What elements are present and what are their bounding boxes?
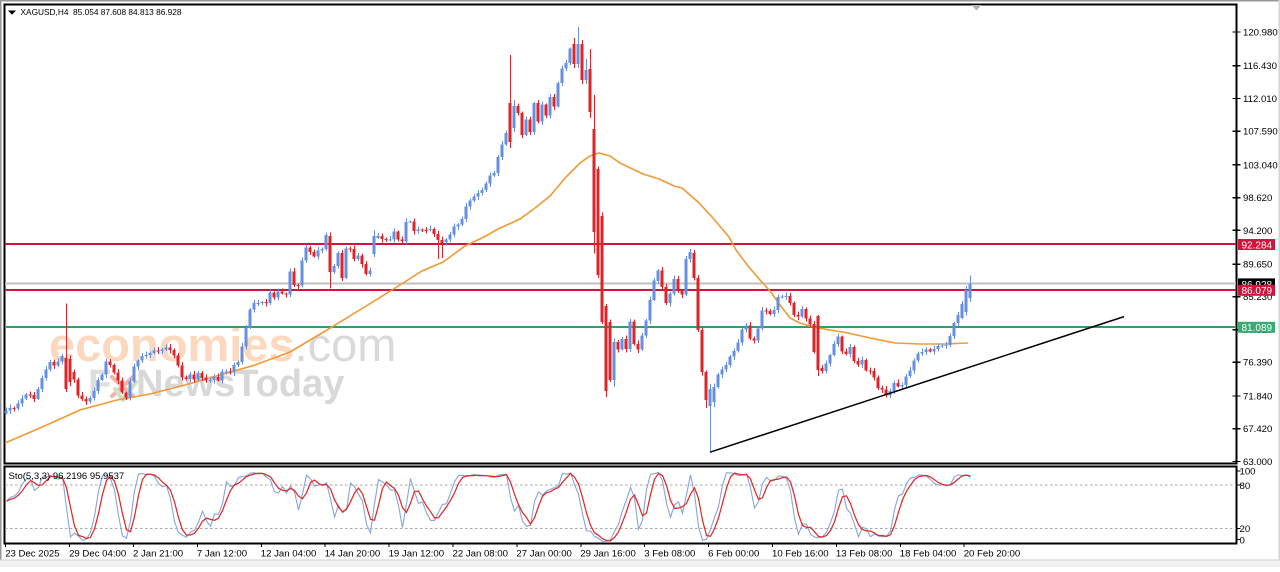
- svg-text:76.390: 76.390: [1243, 358, 1272, 369]
- svg-text:92.284: 92.284: [1242, 240, 1273, 251]
- svg-text:71.840: 71.840: [1243, 391, 1272, 402]
- svg-text:27 Jan 00:00: 27 Jan 00:00: [516, 549, 571, 560]
- svg-text:12 Jan 04:00: 12 Jan 04:00: [261, 549, 316, 560]
- svg-text:Sto(5,3,3) 96.2196 95.9537: Sto(5,3,3) 96.2196 95.9537: [9, 471, 125, 482]
- svg-text:20 Feb 20:00: 20 Feb 20:00: [964, 549, 1021, 560]
- svg-text:29 Dec 04:00: 29 Dec 04:00: [69, 549, 126, 560]
- svg-text:7 Jan 12:00: 7 Jan 12:00: [197, 549, 247, 560]
- svg-text:XAGUSD,H4 85.054 87.608 84.81: XAGUSD,H4 85.054 87.608 84.813 86.928: [21, 7, 182, 17]
- svg-text:86.079: 86.079: [1242, 286, 1273, 297]
- svg-text:100: 100: [1240, 467, 1256, 478]
- svg-text:19 Jan 12:00: 19 Jan 12:00: [389, 549, 444, 560]
- svg-text:112.010: 112.010: [1243, 94, 1277, 105]
- svg-text:120.980: 120.980: [1243, 27, 1278, 38]
- svg-text:80: 80: [1240, 481, 1251, 492]
- svg-text:107.590: 107.590: [1243, 127, 1278, 138]
- svg-text:81.089: 81.089: [1242, 323, 1273, 334]
- svg-text:103.040: 103.040: [1243, 160, 1278, 171]
- svg-text:29 Jan 16:00: 29 Jan 16:00: [580, 549, 635, 560]
- svg-text:67.420: 67.420: [1243, 424, 1272, 435]
- svg-text:2 Jan 21:00: 2 Jan 21:00: [133, 549, 183, 560]
- svg-text:13 Feb 08:00: 13 Feb 08:00: [836, 549, 893, 560]
- svg-text:116.430: 116.430: [1243, 61, 1277, 72]
- svg-text:94.200: 94.200: [1243, 226, 1272, 237]
- svg-text:3 Feb 08:00: 3 Feb 08:00: [644, 549, 695, 560]
- svg-text:18 Feb 04:00: 18 Feb 04:00: [900, 549, 957, 560]
- svg-text:20: 20: [1240, 524, 1251, 535]
- svg-text:22 Jan 08:00: 22 Jan 08:00: [453, 549, 508, 560]
- svg-text:10 Feb 16:00: 10 Feb 16:00: [772, 549, 829, 560]
- svg-text:14 Jan 20:00: 14 Jan 20:00: [325, 549, 380, 560]
- svg-text:89.650: 89.650: [1243, 260, 1272, 271]
- svg-text:23 Dec 2025: 23 Dec 2025: [5, 549, 59, 560]
- svg-text:0: 0: [1240, 535, 1245, 546]
- svg-text:6 Feb 00:00: 6 Feb 00:00: [708, 549, 759, 560]
- svg-text:98.620: 98.620: [1243, 193, 1272, 204]
